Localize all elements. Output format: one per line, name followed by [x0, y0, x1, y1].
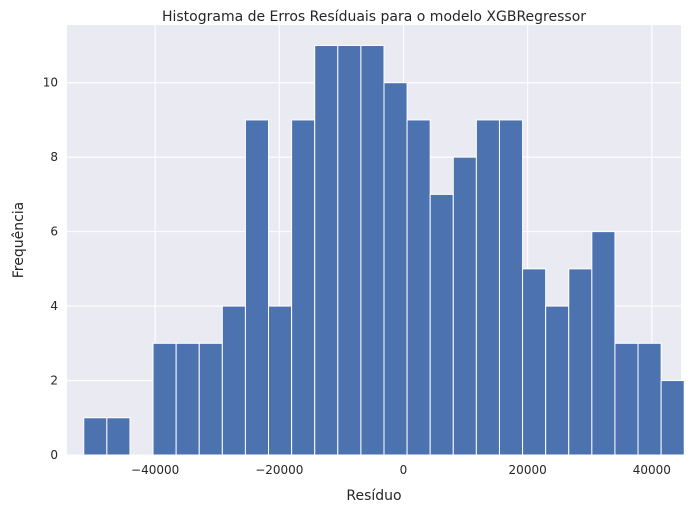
histogram-bar: [498, 119, 524, 456]
histogram-bar: [314, 44, 339, 456]
histogram-bar: [221, 305, 246, 456]
x-axis-label: Resíduo: [346, 488, 401, 504]
y-tick-label: 2: [50, 374, 58, 388]
x-tick-labels: −40000 −20000 0 20000 40000: [131, 463, 671, 477]
histogram-bar: [545, 305, 570, 456]
x-tick-label: −40000: [131, 463, 179, 477]
histogram-bar: [614, 342, 639, 456]
histogram-bar: [291, 119, 316, 456]
y-tick-label: 0: [50, 448, 58, 462]
histogram-bars: [83, 44, 685, 456]
y-axis-label: Frequência: [11, 202, 27, 279]
histogram-bar: [337, 44, 362, 456]
histogram-bar: [660, 380, 685, 456]
x-tick-label: −20000: [255, 463, 303, 477]
y-tick-labels: 0 2 4 6 8 10: [43, 76, 58, 462]
y-tick-label: 8: [50, 150, 58, 164]
x-tick-label: 0: [400, 463, 408, 477]
histogram-bar: [429, 193, 454, 456]
x-tick-label: 40000: [633, 463, 671, 477]
histogram-bar: [360, 44, 385, 456]
histogram-bar: [406, 119, 431, 456]
histogram-bar: [522, 268, 547, 456]
histogram-bar: [175, 342, 200, 456]
histogram-bar: [198, 342, 223, 456]
chart-title: Histograma de Erros Resíduais para o mod…: [162, 9, 586, 25]
histogram-bar: [268, 305, 293, 456]
histogram-bar: [475, 119, 500, 456]
histogram-bar: [591, 231, 616, 456]
histogram-bar: [452, 156, 477, 456]
histogram-bar: [106, 417, 131, 456]
histogram-bar: [383, 82, 408, 456]
y-tick-label: 4: [50, 299, 58, 313]
x-tick-label: 20000: [509, 463, 547, 477]
y-tick-label: 6: [50, 225, 58, 239]
histogram-bar: [83, 417, 108, 456]
y-tick-label: 10: [43, 76, 58, 90]
histogram-bar: [244, 119, 270, 456]
histogram-bar: [152, 342, 177, 456]
histogram-bar: [637, 342, 662, 456]
histogram-bar: [568, 268, 593, 456]
